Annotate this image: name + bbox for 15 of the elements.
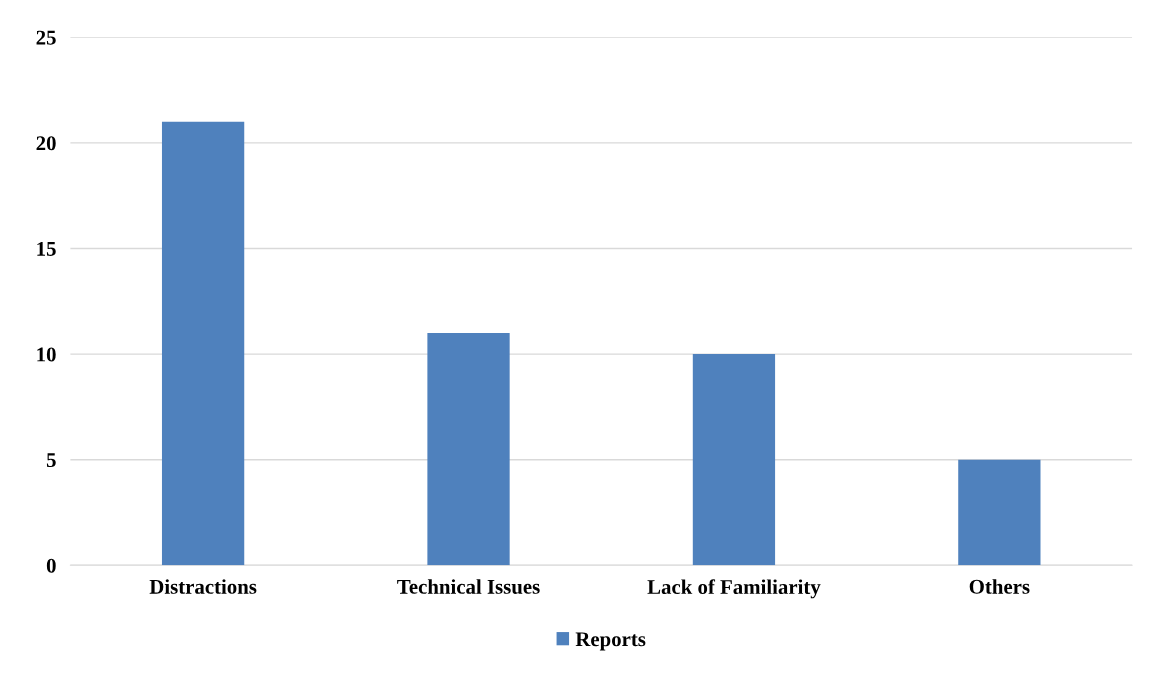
bar bbox=[692, 354, 776, 566]
bar bbox=[427, 332, 510, 566]
x-tick-label: Lack of Familiarity bbox=[647, 579, 821, 599]
y-tick-label: 0 bbox=[46, 558, 56, 573]
bar bbox=[161, 121, 245, 566]
y-tick-label: 15 bbox=[37, 241, 56, 256]
y-tick-label: 5 bbox=[46, 453, 56, 468]
y-tick-label: 20 bbox=[36, 136, 56, 151]
bar bbox=[958, 459, 1041, 566]
y-tick-label: 10 bbox=[37, 347, 56, 362]
y-tick-label: 25 bbox=[36, 30, 56, 45]
legend-label: Reports bbox=[575, 632, 646, 651]
x-tick-label: Others bbox=[969, 579, 1030, 594]
x-tick-label: Technical Issues bbox=[397, 579, 540, 594]
x-tick-label: Distractions bbox=[149, 579, 257, 594]
